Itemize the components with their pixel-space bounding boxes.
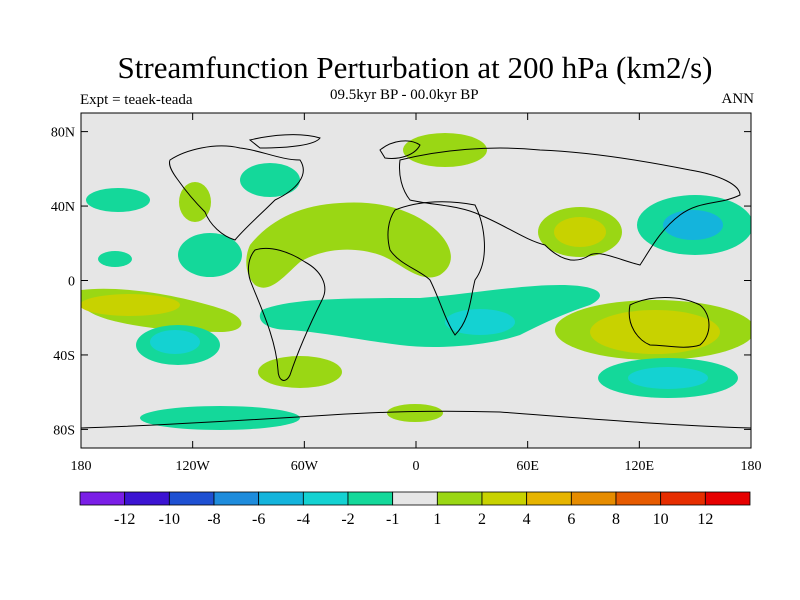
colorbar-label: 8: [612, 511, 620, 528]
colorbar-swatch: [704, 491, 751, 506]
colorbar-label: 1: [433, 511, 441, 528]
colorbar: -12 -10 -8 -6 -4 -2 -1 1 2 4 6 8 10 12: [79, 491, 751, 528]
colorbar-swatch: [615, 491, 662, 506]
colorbar-label: -8: [207, 511, 220, 528]
coastlines: [81, 134, 751, 429]
lat-tick-label: 40S: [53, 349, 75, 364]
lat-tick-label: 0: [68, 275, 75, 290]
latitude-axis: 80N 40N 0 40S 80S: [51, 126, 751, 438]
colorbar-label: -6: [252, 511, 265, 528]
lon-tick-label: 180: [741, 459, 762, 474]
lat-tick-label: 80S: [53, 423, 75, 438]
plot-background: [81, 113, 751, 448]
longitude-axis: 180 120W 60W 0 60E 120E 180: [71, 113, 762, 474]
field-eqpac-negative: [178, 233, 242, 277]
field-satl-negative: [259, 285, 600, 347]
colorbar-label: -10: [159, 511, 180, 528]
colorbar-swatch: [436, 491, 483, 506]
colorbar-label: -4: [297, 511, 310, 528]
lon-tick-label: 0: [413, 459, 420, 474]
field-satl-negative-inner: [445, 309, 515, 335]
lat-tick-label: 40N: [51, 200, 75, 215]
lon-tick-label: 60E: [516, 459, 539, 474]
field-spac-negative-inner: [150, 330, 200, 354]
colorbar-label: 10: [653, 511, 669, 528]
field-npac-negative-2: [98, 251, 132, 267]
colorbar-swatch: [570, 491, 617, 506]
field-hudson-negative: [240, 163, 300, 197]
period-label: 09.5kyr BP - 00.0kyr BP: [330, 87, 479, 103]
colorbar-swatch: [526, 491, 572, 506]
lon-tick-label: 120E: [625, 459, 655, 474]
colorbar-label: -2: [341, 511, 354, 528]
colorbar-label: 4: [523, 511, 531, 528]
field-atlantic-positive: [246, 202, 451, 288]
lon-tick-label: 180: [71, 459, 92, 474]
field-arctic-positive: [403, 133, 487, 167]
colorbar-label: 6: [567, 511, 575, 528]
colorbar-label: 2: [478, 511, 486, 528]
colorbar-swatch: [258, 491, 304, 506]
colorbar-swatch: [124, 491, 170, 506]
colorbar-swatch: [302, 491, 349, 506]
field-npac-negative: [86, 188, 150, 212]
field-soc-negative-inner: [628, 367, 708, 389]
field-antarctic-positive: [387, 404, 443, 422]
anomaly-fields: [81, 133, 751, 430]
field-sasia-positive-inner: [554, 217, 606, 247]
colorbar-swatch: [347, 491, 394, 506]
season-label: ANN: [721, 91, 755, 107]
lon-tick-label: 60W: [291, 459, 319, 474]
colorbar-swatch: [481, 491, 528, 506]
colorbar-swatch: [660, 491, 706, 506]
colorbar-label: 12: [697, 511, 713, 528]
colorbar-swatch: [168, 491, 215, 506]
field-spac-positive-inner: [81, 294, 180, 316]
experiment-label: Expt = teaek-teada: [80, 92, 193, 108]
figure-title: Streamfunction Perturbation at 200 hPa (…: [117, 50, 713, 85]
field-aus-positive-inner: [590, 310, 720, 354]
field-nwpac-negative-inner: [663, 210, 723, 240]
colorbar-swatch: [79, 491, 126, 506]
colorbar-swatch: [392, 491, 438, 506]
colorbar-label: -12: [114, 511, 135, 528]
lat-tick-label: 80N: [51, 126, 75, 141]
colorbar-label: -1: [386, 511, 399, 528]
colorbar-swatch: [213, 491, 260, 506]
field-ssa-positive: [258, 356, 342, 388]
lon-tick-label: 120W: [176, 459, 211, 474]
